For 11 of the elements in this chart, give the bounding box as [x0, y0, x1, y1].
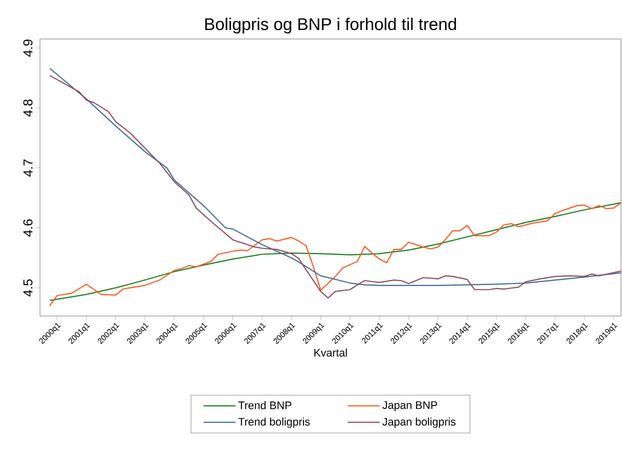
y-tick-label: 4.9: [23, 40, 32, 57]
x-axis-title: Kvartal: [314, 348, 347, 357]
y-tick-label: 4.6: [23, 219, 32, 237]
y-tick-label: 4.7: [24, 160, 32, 177]
legend-label: Japan boligpris: [382, 418, 456, 428]
legend-label: Trend boligpris: [238, 418, 310, 428]
legend-label: Japan BNP: [382, 401, 438, 412]
chart-title: Boligpris og BNP i forhold til trend: [205, 18, 456, 34]
y-tick-label: 4.8: [23, 100, 32, 117]
legend-label: Trend BNP: [238, 401, 292, 410]
y-tick-label: 4.5: [23, 279, 32, 297]
